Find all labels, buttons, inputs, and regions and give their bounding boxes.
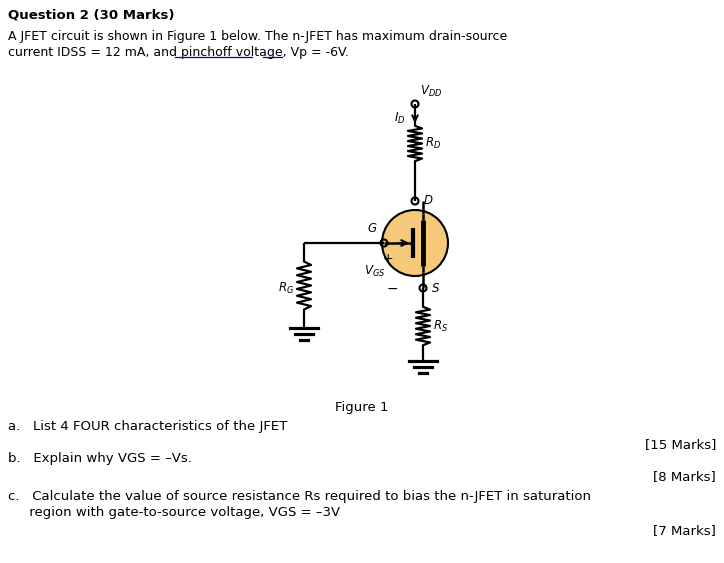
Text: Question 2 (30 Marks): Question 2 (30 Marks) [8, 8, 174, 21]
Text: $R_S$: $R_S$ [433, 319, 448, 333]
Text: [15 Marks]: [15 Marks] [644, 438, 716, 451]
Text: region with gate-to-source voltage, VGS = –3V: region with gate-to-source voltage, VGS … [8, 506, 340, 519]
Text: $R_D$: $R_D$ [425, 136, 441, 151]
Text: b.   Explain why VGS = –Vs.: b. Explain why VGS = –Vs. [8, 452, 192, 465]
Text: c.   Calculate the value of source resistance Rs required to bias the n-JFET in : c. Calculate the value of source resista… [8, 490, 591, 503]
Text: A JFET circuit is shown in Figure 1 below. The n-JFET has maximum drain-source: A JFET circuit is shown in Figure 1 belo… [8, 30, 508, 43]
Text: $S$: $S$ [431, 282, 440, 294]
Text: $-$: $-$ [386, 281, 398, 295]
Text: a.   List 4 FOUR characteristics of the JFET: a. List 4 FOUR characteristics of the JF… [8, 420, 287, 433]
Text: $R_G$: $R_G$ [278, 281, 294, 296]
Text: Figure 1: Figure 1 [335, 401, 389, 414]
Text: $D$: $D$ [423, 194, 434, 208]
Text: [7 Marks]: [7 Marks] [653, 524, 716, 537]
Text: $G$: $G$ [368, 222, 378, 235]
Text: [8 Marks]: [8 Marks] [653, 470, 716, 483]
Text: $+$: $+$ [382, 252, 394, 266]
Text: $I_D$: $I_D$ [394, 110, 405, 126]
Circle shape [382, 210, 448, 276]
Text: current IDSS = 12 mA, and pinchoff voltage, Vp = -6V.: current IDSS = 12 mA, and pinchoff volta… [8, 46, 349, 59]
Text: $V_{GS}$: $V_{GS}$ [364, 263, 385, 279]
Text: $V_{DD}$: $V_{DD}$ [420, 84, 442, 99]
